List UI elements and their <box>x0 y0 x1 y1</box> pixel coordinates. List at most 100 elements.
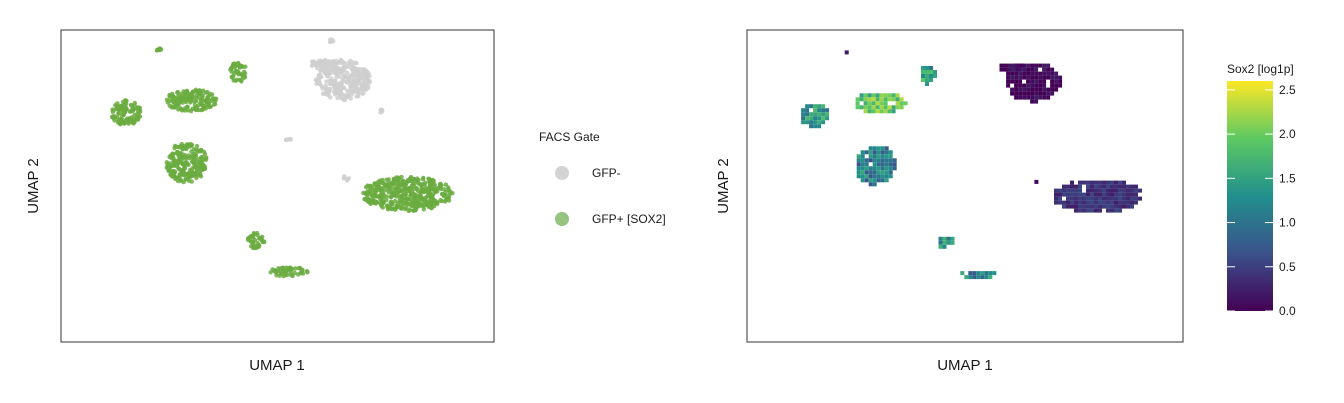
hexbin-cell <box>872 170 877 175</box>
point-gfp-pos <box>188 98 194 103</box>
hexbin-cell <box>1066 196 1070 201</box>
hexbin-cell <box>821 112 826 117</box>
hexbin-cell <box>809 112 814 117</box>
hexbin-cell <box>883 97 888 102</box>
hexbin-cell <box>1126 188 1130 193</box>
hexbin-cell <box>1126 184 1130 189</box>
point-gfp-pos <box>174 175 179 181</box>
hexbin-cell <box>1038 83 1043 88</box>
hexbin-cell <box>821 104 826 109</box>
hexbin-cell <box>1102 196 1106 201</box>
hexbin-cell <box>1070 184 1074 189</box>
point-gfp-pos <box>128 102 134 108</box>
hexbin-cell <box>1042 87 1047 92</box>
point-gfp-pos <box>199 99 204 105</box>
hexbin-cell <box>1038 63 1043 68</box>
hexbin-cell <box>880 166 885 171</box>
hexbin-cell <box>1094 200 1098 205</box>
point-gfp-neg <box>348 86 354 92</box>
hexbin-cell <box>868 174 873 179</box>
point-gfp-pos <box>386 190 391 195</box>
colorbar-gradient <box>1227 81 1273 311</box>
point-gfp-pos <box>115 106 120 111</box>
hexbin-cell <box>879 93 884 98</box>
hexbin-cell <box>856 162 861 167</box>
hexbin-cell <box>1010 91 1015 96</box>
hexbin-cell <box>1054 79 1059 84</box>
point-gfp-pos <box>137 110 142 115</box>
point-gfp-neg <box>345 75 351 81</box>
point-gfp-pos <box>178 96 183 102</box>
point-gfp-pos <box>441 192 446 198</box>
hexbin-cell <box>1134 184 1138 189</box>
hexbin-cell <box>860 170 865 175</box>
hexbin-cell <box>817 112 822 117</box>
hexbin-cell <box>872 150 877 155</box>
hexbin-cell <box>1086 184 1090 189</box>
legend-swatch-gfp-neg <box>555 166 569 180</box>
point-gfp-pos <box>194 162 199 167</box>
hexbin-cell <box>1130 200 1134 205</box>
hexbin-cell <box>1022 63 1027 68</box>
hexbin-cell <box>972 275 977 280</box>
hexbin-cell <box>1010 87 1015 92</box>
point-gfp-pos <box>115 101 120 106</box>
point-gfp-pos <box>211 102 217 107</box>
hexbin-cell <box>1070 204 1074 209</box>
hexbin-cell <box>933 70 937 74</box>
hexbin-cell <box>1018 95 1023 100</box>
hexbin-cell <box>1054 87 1059 92</box>
hexbin-cell <box>942 240 947 245</box>
point-gfp-pos <box>176 166 181 171</box>
hexbin-cell <box>1018 79 1023 84</box>
point-gfp-pos <box>179 171 184 176</box>
point-gfp-pos <box>203 90 208 95</box>
point-gfp-pos <box>377 179 383 185</box>
hexbin-cell <box>1118 200 1122 205</box>
hexbin-cell <box>872 162 877 167</box>
point-gfp-pos <box>198 155 204 160</box>
hexbin-cell <box>1126 192 1130 197</box>
point-gfp-pos <box>123 109 128 115</box>
point-gfp-pos <box>123 98 128 103</box>
hexbin-cell <box>1066 192 1070 197</box>
point-gfp-neg <box>339 93 344 99</box>
point-gfp-pos <box>416 204 422 209</box>
point-gfp-pos <box>278 266 284 271</box>
hexbin-cell <box>821 116 826 121</box>
hexbin-cell <box>805 104 810 109</box>
point-gfp-pos <box>366 197 371 202</box>
hexbin-cell <box>1038 91 1043 96</box>
point-gfp-pos <box>114 114 120 120</box>
point-gfp-pos <box>422 182 427 187</box>
hexbin-cell <box>968 271 973 276</box>
hexbin-cell <box>1046 91 1051 96</box>
hexbin-cell <box>1102 204 1106 209</box>
hexbin-cell <box>1007 67 1012 72</box>
colorbar-ticks: 0.0 0.5 1.0 1.5 2.0 2.5 <box>1227 83 1296 318</box>
point-gfp-pos <box>251 245 256 250</box>
hexbin-cell <box>1118 184 1122 189</box>
hexbin-cell <box>867 109 872 114</box>
point-gfp-pos <box>181 168 186 173</box>
hexbin-cell <box>929 70 933 74</box>
point-gfp-pos <box>412 181 417 186</box>
hexbin-cell <box>880 162 885 167</box>
point-gfp-pos <box>164 97 170 103</box>
hexbin-cell <box>1074 188 1078 193</box>
colorbar-tick-label: 0.0 <box>1279 304 1296 318</box>
hexbin-cell <box>855 101 860 106</box>
hexbin-cell <box>876 162 881 167</box>
hexbin-cell <box>872 174 877 179</box>
point-gfp-neg <box>324 79 329 84</box>
point-gfp-pos <box>179 157 185 162</box>
hexbin-cell <box>1046 63 1051 68</box>
hexbin-cell <box>1030 75 1035 80</box>
hexbin-cell <box>899 97 904 102</box>
point-gfp-pos <box>414 196 419 202</box>
hexbin-cell <box>895 97 900 102</box>
hexbin-cell <box>1090 200 1094 205</box>
point-gfp-pos <box>236 62 241 67</box>
hexbin-cell <box>1018 67 1023 72</box>
hexbin-cell <box>1015 63 1020 68</box>
